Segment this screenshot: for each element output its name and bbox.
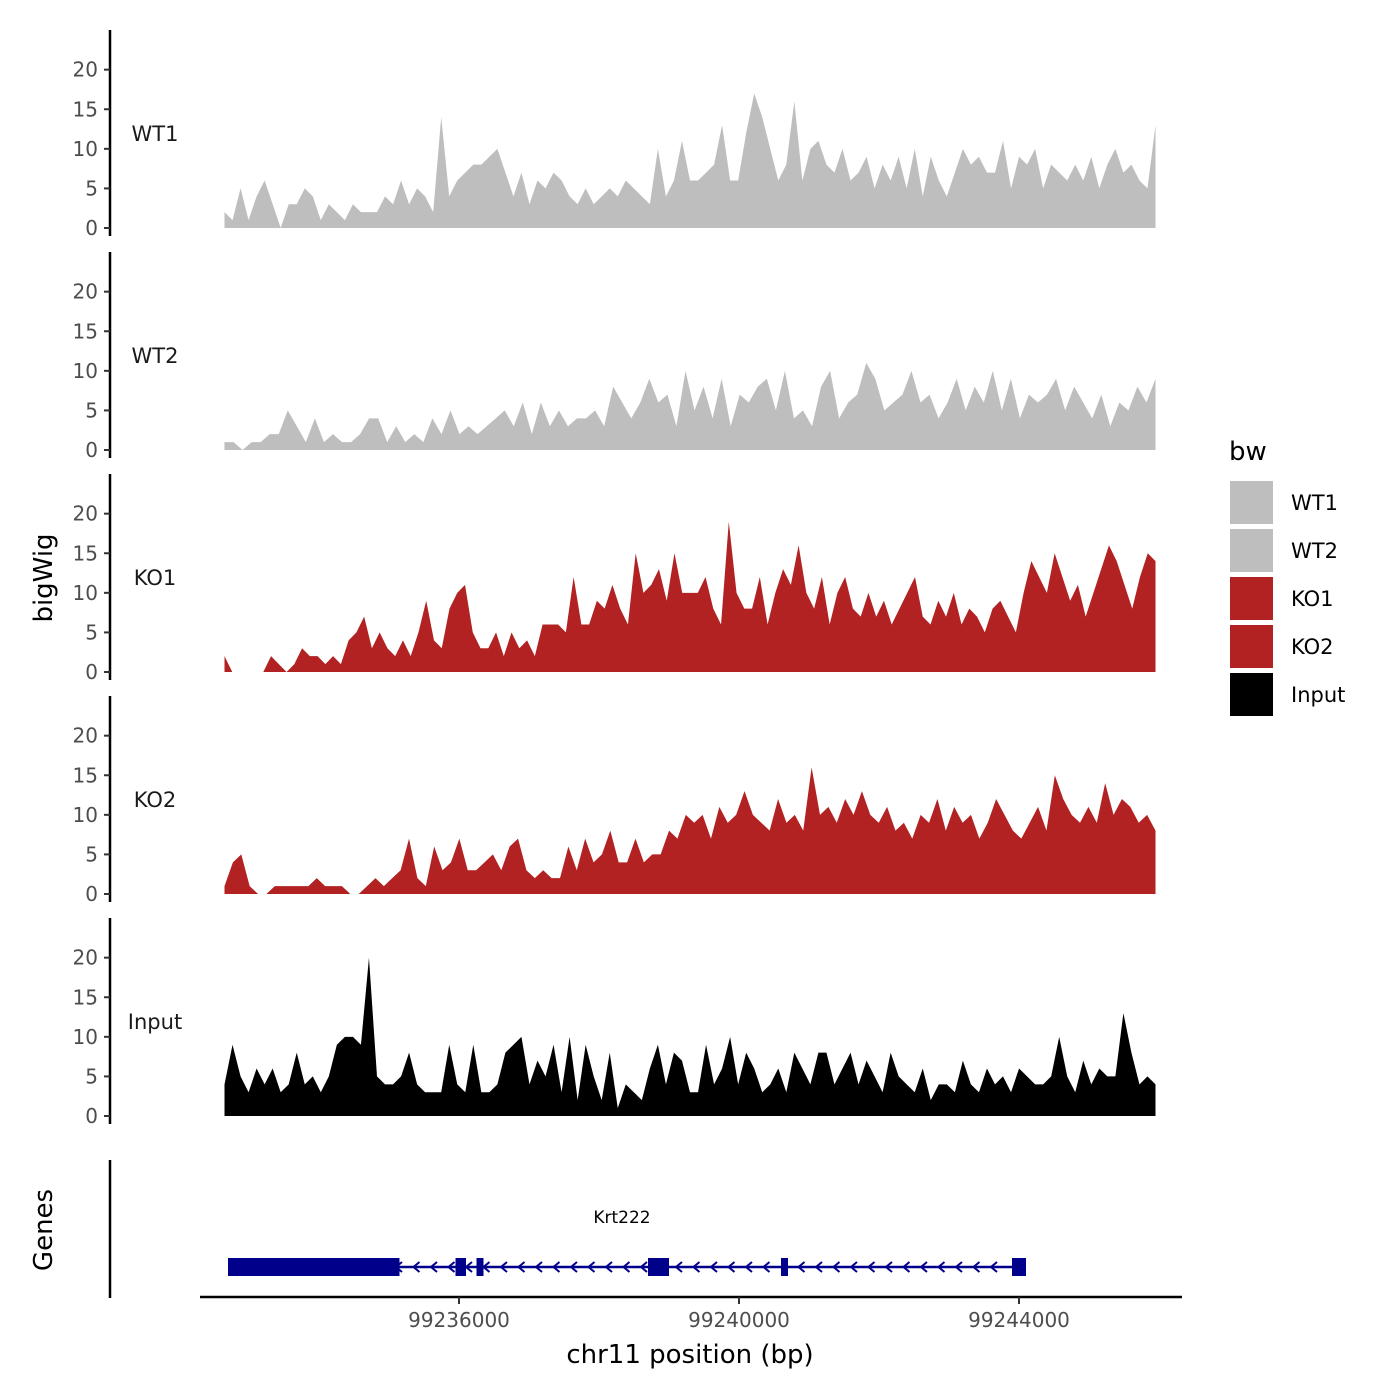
strand-arrow-icon bbox=[516, 1261, 526, 1273]
strand-arrow-icon bbox=[796, 1261, 806, 1273]
y-tick-label: 0 bbox=[85, 660, 98, 684]
y-tick-label: 10 bbox=[73, 581, 98, 605]
strand-arrow-icon bbox=[726, 1261, 736, 1273]
x-tick-label: 99240000 bbox=[688, 1308, 790, 1332]
y-tick-label: 20 bbox=[73, 724, 98, 748]
strand-arrow-icon bbox=[551, 1261, 561, 1273]
gene-name-label: Krt222 bbox=[593, 1208, 650, 1228]
y-tick-label: 15 bbox=[73, 763, 98, 787]
track-wt2: 0 5 10 15 20 WT2 bbox=[73, 252, 1156, 462]
strand-arrow-icon bbox=[691, 1261, 701, 1273]
legend: bw WT1 WT2 KO1 KO2 Input bbox=[1229, 437, 1345, 716]
gene-exon bbox=[648, 1258, 669, 1276]
strand-arrow-icon bbox=[901, 1261, 911, 1273]
area-ko1 bbox=[224, 521, 1156, 672]
legend-label-ko2: KO2 bbox=[1291, 635, 1334, 659]
gene-exon bbox=[228, 1258, 400, 1276]
track-label: WT2 bbox=[132, 344, 179, 368]
y-tick-label: 15 bbox=[73, 985, 98, 1009]
strand-arrow-icon bbox=[761, 1261, 771, 1273]
strand-arrow-icon bbox=[586, 1261, 596, 1273]
legend-title: bw bbox=[1229, 437, 1267, 467]
strand-arrow-icon bbox=[744, 1261, 753, 1273]
legend-swatch-wt1 bbox=[1230, 481, 1273, 524]
y-tick-label: 20 bbox=[73, 946, 98, 970]
y-tick-label: 0 bbox=[85, 438, 98, 462]
strand-arrow-icon bbox=[971, 1261, 981, 1273]
legend-swatch-ko1 bbox=[1230, 577, 1273, 620]
strand-arrow-icon bbox=[569, 1261, 578, 1273]
strand-arrow-icon bbox=[674, 1261, 683, 1273]
area-input bbox=[224, 957, 1156, 1116]
x-tick-label: 99244000 bbox=[968, 1308, 1070, 1332]
strand-arrow-icon bbox=[936, 1261, 946, 1273]
legend-label-wt2: WT2 bbox=[1291, 539, 1338, 563]
y-tick-label: 15 bbox=[73, 319, 98, 343]
track-label: Input bbox=[128, 1010, 182, 1034]
y-tick-label: 5 bbox=[85, 842, 98, 866]
gene-track: Krt222 bbox=[108, 1160, 1026, 1298]
legend-label-input: Input bbox=[1291, 683, 1345, 707]
strand-arrow-icon bbox=[429, 1261, 438, 1273]
coverage-tracks: 0 5 10 15 20 WT1 0 5 10 15 20 WT2 0 5 10 15 20 KO1 0 5 10 15 2… bbox=[73, 30, 1156, 1128]
legend-swatch-wt2 bbox=[1230, 529, 1273, 572]
y-tick-label: 5 bbox=[85, 398, 98, 422]
x-tick-label: 99236000 bbox=[408, 1308, 510, 1332]
strand-arrow-icon bbox=[831, 1261, 841, 1273]
track-label: KO1 bbox=[134, 566, 177, 590]
y-tick-label: 5 bbox=[85, 620, 98, 644]
genes-axis-title: Genes bbox=[29, 1189, 59, 1271]
track-ko2: 0 5 10 15 20 KO2 bbox=[73, 696, 1156, 906]
legend-label-wt1: WT1 bbox=[1291, 491, 1338, 515]
y-tick-label: 10 bbox=[73, 1025, 98, 1049]
y-tick-label: 10 bbox=[73, 359, 98, 383]
strand-arrow-icon bbox=[709, 1261, 718, 1273]
area-wt2 bbox=[224, 362, 1156, 450]
gene-exon bbox=[781, 1258, 788, 1276]
strand-arrow-icon bbox=[866, 1261, 876, 1273]
area-ko2 bbox=[224, 767, 1156, 894]
y-tick-label: 10 bbox=[73, 137, 98, 161]
y-tick-label: 20 bbox=[73, 58, 98, 82]
y-tick-label: 5 bbox=[85, 176, 98, 200]
legend-swatch-input bbox=[1230, 673, 1273, 716]
gene-exon bbox=[455, 1258, 466, 1276]
strand-arrow-icon bbox=[989, 1261, 998, 1273]
strand-arrow-icon bbox=[884, 1261, 893, 1273]
strand-arrow-icon bbox=[411, 1261, 421, 1273]
track-ko1: 0 5 10 15 20 KO1 bbox=[73, 474, 1156, 684]
y-tick-label: 15 bbox=[73, 97, 98, 121]
y-axis-title: bigWig bbox=[29, 533, 59, 622]
x-axis: 99236000 99240000 99244000 bbox=[200, 1295, 1182, 1332]
track-wt1: 0 5 10 15 20 WT1 bbox=[73, 30, 1156, 240]
legend-swatch-ko2 bbox=[1230, 625, 1273, 668]
strand-arrow-icon bbox=[919, 1261, 928, 1273]
strand-arrow-icon bbox=[499, 1261, 508, 1273]
strand-arrow-icon bbox=[446, 1261, 456, 1273]
x-axis-title: chr11 position (bp) bbox=[566, 1340, 813, 1370]
y-tick-label: 0 bbox=[85, 1104, 98, 1128]
track-label: KO2 bbox=[134, 788, 177, 812]
y-tick-label: 5 bbox=[85, 1064, 98, 1088]
track-label: WT1 bbox=[132, 122, 179, 146]
strand-arrow-icon bbox=[604, 1261, 613, 1273]
y-tick-label: 20 bbox=[73, 280, 98, 304]
y-tick-label: 10 bbox=[73, 803, 98, 827]
area-wt1 bbox=[224, 93, 1156, 229]
strand-arrow-icon bbox=[849, 1261, 858, 1273]
y-tick-label: 0 bbox=[85, 882, 98, 906]
strand-arrow-icon bbox=[621, 1261, 631, 1273]
y-tick-label: 20 bbox=[73, 502, 98, 526]
strand-arrow-icon bbox=[954, 1261, 963, 1273]
gene-exon bbox=[1012, 1258, 1026, 1276]
strand-arrow-icon bbox=[639, 1261, 648, 1273]
strand-arrow-icon bbox=[814, 1261, 823, 1273]
legend-label-ko1: KO1 bbox=[1291, 587, 1334, 611]
gene-exon bbox=[476, 1258, 484, 1276]
track-input: 0 5 10 15 20 Input bbox=[73, 918, 1156, 1128]
y-tick-label: 15 bbox=[73, 541, 98, 565]
strand-arrow-icon bbox=[534, 1261, 543, 1273]
y-tick-label: 0 bbox=[85, 216, 98, 240]
